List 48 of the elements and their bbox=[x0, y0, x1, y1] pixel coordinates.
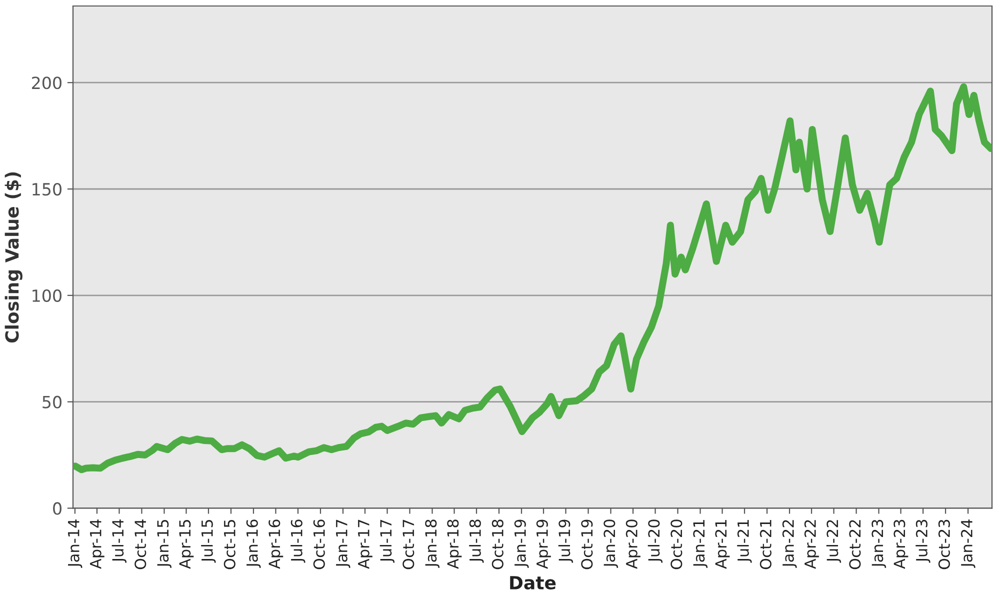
x-tick-label: Oct-23 bbox=[938, 520, 950, 570]
x-tick-label: Apr-23 bbox=[894, 520, 908, 569]
x-tick-label: Jan-19 bbox=[514, 520, 529, 568]
x-tick-label: Apr-20 bbox=[626, 520, 640, 569]
x-tick-label: Apr-16 bbox=[268, 520, 284, 569]
x-tick-label: Apr-21 bbox=[715, 520, 730, 569]
y-tick-label: 100 bbox=[32, 289, 62, 302]
x-tick-label: Jan-16 bbox=[246, 520, 261, 568]
x-tick-label: Oct-14 bbox=[134, 519, 146, 570]
x-tick-label: Jul-16 bbox=[290, 520, 306, 563]
x-tick-label: Apr-15 bbox=[179, 520, 194, 569]
x-tick-label: Jan-23 bbox=[872, 520, 886, 568]
x-tick-label: Oct-15 bbox=[224, 520, 236, 570]
y-tick-label: 50 bbox=[42, 396, 62, 408]
y-tick-label: 150 bbox=[32, 182, 62, 196]
x-tick-label: Jul-17 bbox=[380, 520, 395, 563]
x-tick-label: Oct-21 bbox=[760, 520, 772, 570]
y-tick-label: 0 bbox=[53, 502, 62, 515]
x-axis-title: Date bbox=[510, 576, 556, 590]
y-axis-title: Closing Value ($) bbox=[4, 172, 22, 343]
x-tick-label: Apr-19 bbox=[536, 520, 551, 569]
x-tick-label: Jan-22 bbox=[782, 520, 797, 568]
x-tick-label: Jan-14 bbox=[68, 519, 82, 568]
x-tick-label: Jul-19 bbox=[558, 520, 574, 563]
x-tick-label: Oct-18 bbox=[492, 520, 504, 570]
x-tick-label: Jul-15 bbox=[201, 520, 216, 563]
x-tick-label: Jul-18 bbox=[469, 520, 484, 563]
x-tick-label: Jan-24 bbox=[960, 519, 976, 568]
x-tick-label: Jan-15 bbox=[157, 520, 172, 568]
x-tick-label: Oct-17 bbox=[402, 520, 414, 570]
x-tick-label: Jul-22 bbox=[826, 520, 842, 563]
x-tick-label: Jul-14 bbox=[112, 519, 126, 563]
x-tick-label: Jul-21 bbox=[737, 520, 752, 563]
x-tick-label: Apr-17 bbox=[358, 520, 372, 569]
x-tick-label: Jul-23 bbox=[916, 520, 930, 563]
x-tick-label: Jan-18 bbox=[425, 520, 440, 568]
x-tick-label: Jul-20 bbox=[648, 520, 663, 563]
x-tick-label: Oct-16 bbox=[313, 520, 325, 570]
x-tick-label: Jan-21 bbox=[693, 520, 708, 568]
x-tick-label: Oct-20 bbox=[670, 520, 682, 570]
x-tick-label: Jan-20 bbox=[604, 520, 618, 568]
x-tick-label: Oct-22 bbox=[849, 520, 861, 570]
x-tick-label: Jan-17 bbox=[336, 520, 350, 568]
x-tick-label: Apr-18 bbox=[447, 520, 462, 569]
x-tick-label: Apr-22 bbox=[804, 520, 819, 569]
x-tick-label: Oct-19 bbox=[581, 520, 593, 570]
y-tick-label: 200 bbox=[32, 76, 62, 90]
x-tick-label: Apr-14 bbox=[90, 519, 104, 569]
